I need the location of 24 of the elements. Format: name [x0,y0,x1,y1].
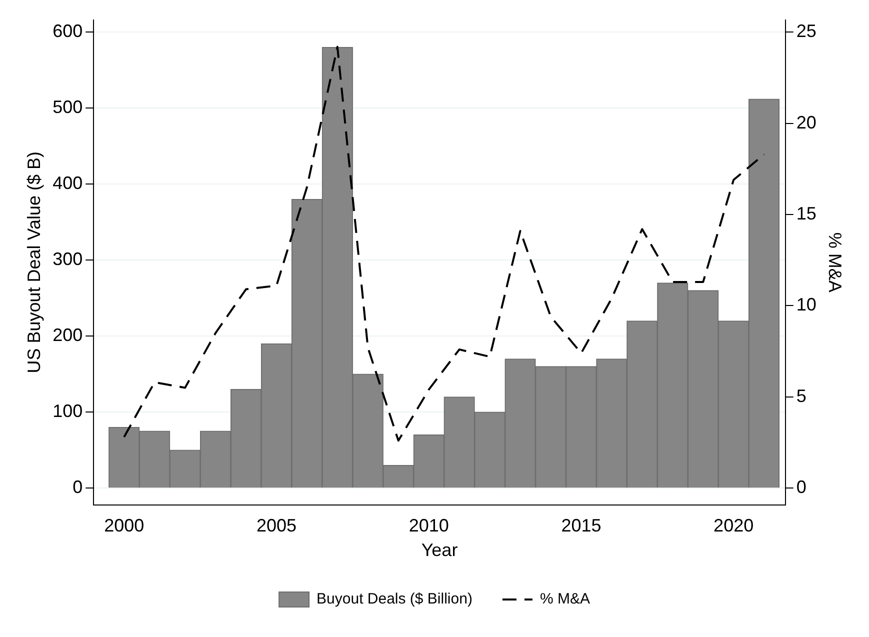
legend-label: % M&A [540,590,590,608]
y-tick-label: 200 [52,325,83,346]
y2-tick-label: 0 [796,476,806,497]
x-tick-label: 2005 [256,516,296,536]
x-tick-label: 2000 [104,516,144,536]
x-tick-label: 2020 [714,516,754,536]
y-tick-label: 300 [52,249,83,270]
y-tick-label: 100 [52,401,83,422]
y-axis-title: US Buyout Deal Value ($ B) [24,152,44,374]
line-series [123,46,766,442]
legend-label: Buyout Deals ($ Billion) [316,590,472,608]
y2-tick-label: 5 [796,386,806,406]
x-tick-label: 2015 [561,516,602,536]
y2-tick-label: 15 [796,204,816,224]
y-tick-label: 400 [52,173,83,194]
y2-tick-label: 10 [796,294,816,315]
y-tick-label: 600 [52,21,83,42]
y2-tick-label: 25 [796,21,816,42]
y-tick-label: 500 [52,97,83,118]
x-axis-title: Year [421,540,458,560]
x-tick-label: 2010 [408,516,449,536]
y2-axis-title: % M&A [825,232,846,292]
y-tick-label: 0 [72,477,83,498]
y2-tick-label: 20 [796,112,816,132]
